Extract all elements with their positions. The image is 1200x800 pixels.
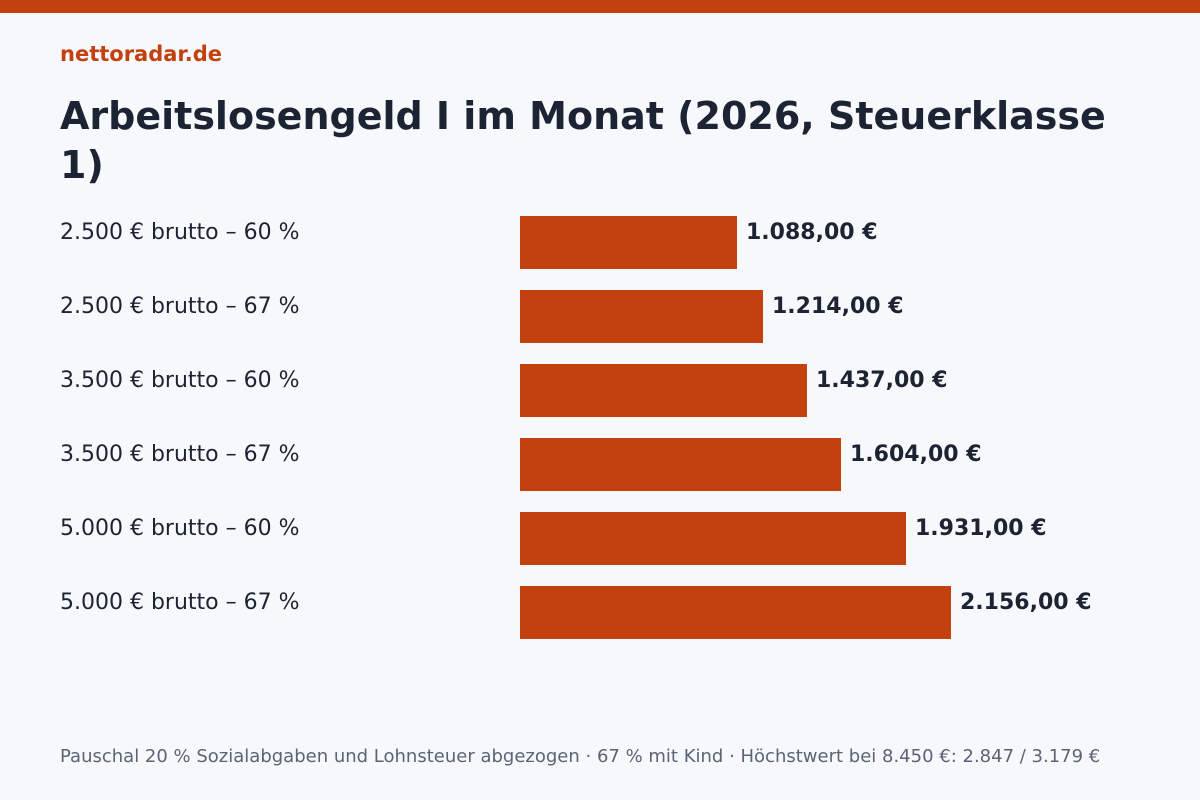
bar [520, 364, 807, 417]
bar [520, 512, 906, 565]
value-label: 2.156,00 € [960, 590, 1092, 615]
category-label: 3.500 € brutto – 60 % [60, 368, 300, 393]
page-title: Arbeitslosengeld I im Monat (2026, Steue… [60, 94, 1106, 187]
category-label: 5.000 € brutto – 60 % [60, 516, 300, 541]
bar [520, 586, 951, 639]
category-label: 3.500 € brutto – 67 % [60, 442, 300, 467]
value-label: 1.931,00 € [915, 516, 1047, 541]
category-label: 2.500 € brutto – 60 % [60, 220, 300, 245]
value-label: 1.437,00 € [816, 368, 948, 393]
brand-name: nettoradar.de [60, 42, 223, 66]
bar [520, 290, 763, 343]
top-accent-bar [0, 0, 1200, 13]
footnote: Pauschal 20 % Sozialabgaben und Lohnsteu… [60, 746, 1101, 767]
bar [520, 438, 841, 491]
value-label: 1.214,00 € [772, 294, 904, 319]
value-label: 1.604,00 € [850, 442, 982, 467]
value-label: 1.088,00 € [746, 220, 878, 245]
bar [520, 216, 737, 269]
category-label: 5.000 € brutto – 67 % [60, 590, 300, 615]
category-label: 2.500 € brutto – 67 % [60, 294, 300, 319]
